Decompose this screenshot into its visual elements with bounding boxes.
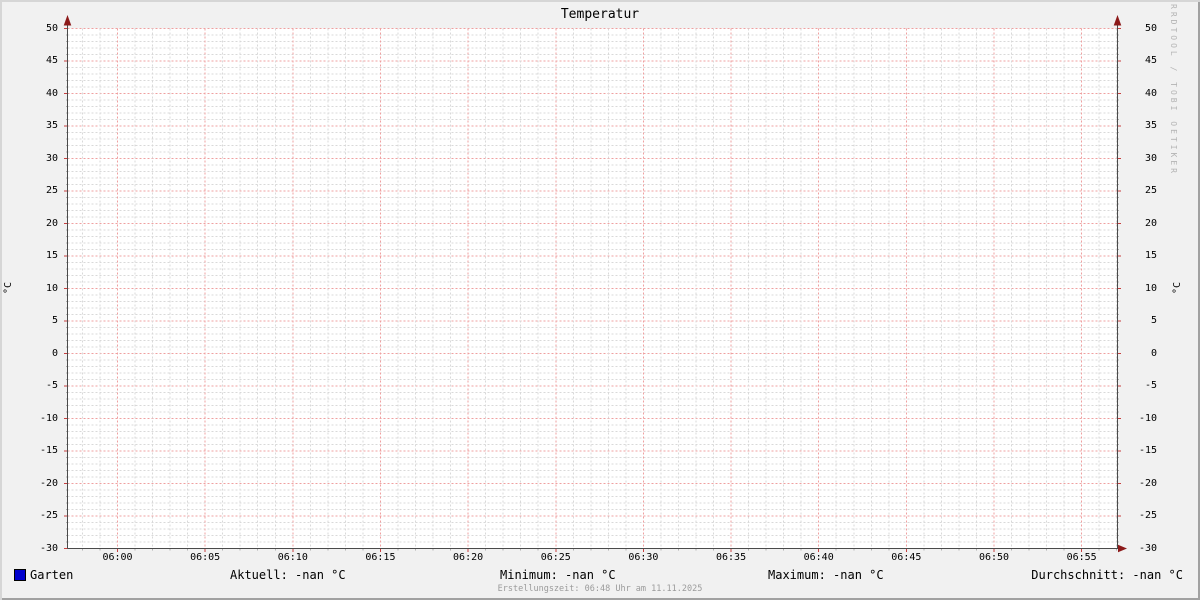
x-tick-label: 06:50 bbox=[978, 552, 1010, 563]
y-tick-label-left: -30 bbox=[39, 542, 58, 554]
y-axis-unit-left: °C bbox=[3, 281, 14, 295]
y-tick-label-right: -20 bbox=[1138, 477, 1157, 489]
y-tick-label-right: 40 bbox=[1144, 87, 1157, 99]
y-tick-label-left: 50 bbox=[45, 22, 58, 34]
y-tick-label-left: -20 bbox=[39, 477, 58, 489]
stat-minimum: Minimum: -nan °C bbox=[500, 568, 616, 582]
legend-swatch-garten bbox=[14, 569, 26, 581]
y-tick-label-left: -15 bbox=[39, 445, 58, 456]
x-tick-label: 06:15 bbox=[365, 552, 396, 563]
y-tick-label-left: 20 bbox=[45, 217, 58, 229]
y-tick-label-left: 25 bbox=[45, 185, 58, 196]
y-tick-label-left: 40 bbox=[45, 87, 58, 99]
rrdtool-watermark: RRDTOOL / TOBI OETIKER bbox=[1169, 4, 1178, 176]
y-tick-label-right: 30 bbox=[1144, 152, 1157, 164]
x-tick-label: 06:55 bbox=[1066, 552, 1097, 563]
legend-label-garten: Garten bbox=[30, 568, 74, 582]
y-tick-label-left: 15 bbox=[45, 250, 58, 261]
y-tick-label-left: 30 bbox=[45, 152, 58, 164]
y-tick-label-right: -10 bbox=[1138, 412, 1157, 424]
y-tick-label-right: -5 bbox=[1144, 380, 1157, 391]
x-tick-label: 06:20 bbox=[453, 552, 484, 563]
x-tick-label: 06:45 bbox=[891, 552, 922, 563]
stat-aktuell: Aktuell: -nan °C bbox=[230, 568, 346, 582]
creation-timestamp: Erstellungszeit: 06:48 Uhr am 11.11.2025 bbox=[497, 584, 703, 594]
y-tick-label-left: -25 bbox=[39, 510, 58, 521]
y-tick-label-left: -10 bbox=[39, 412, 58, 424]
y-tick-label-right: 0 bbox=[1150, 347, 1157, 359]
x-tick-label: 06:00 bbox=[102, 552, 133, 563]
x-tick-label: 06:35 bbox=[715, 552, 747, 563]
y-tick-label-right: 35 bbox=[1144, 120, 1157, 131]
x-tick-label: 06:40 bbox=[803, 552, 834, 563]
y-tick-label-right: 5 bbox=[1150, 315, 1157, 326]
y-tick-label-right: 10 bbox=[1144, 282, 1157, 294]
y-tick-label-right: 25 bbox=[1144, 185, 1157, 196]
y-tick-label-left: 5 bbox=[51, 315, 58, 326]
y-tick-label-right: 15 bbox=[1144, 250, 1157, 261]
x-tick-label: 06:30 bbox=[628, 552, 659, 563]
y-tick-label-right: 50 bbox=[1144, 22, 1157, 34]
x-tick-label: 06:25 bbox=[540, 552, 571, 563]
stat-maximum: Maximum: -nan °C bbox=[768, 568, 884, 582]
y-tick-label-right: -30 bbox=[1138, 542, 1157, 554]
y-tick-label-left: 45 bbox=[45, 55, 58, 66]
x-tick-label: 06:10 bbox=[277, 552, 308, 563]
stat-durchschnitt: Durchschnitt: -nan °C bbox=[1031, 568, 1183, 582]
y-tick-label-left: 35 bbox=[45, 120, 58, 131]
y-tick-label-right: 20 bbox=[1144, 217, 1157, 229]
y-axis-unit-right: °C bbox=[1172, 281, 1183, 295]
y-tick-label-left: -5 bbox=[45, 380, 58, 391]
y-tick-label-right: 45 bbox=[1144, 55, 1157, 66]
y-tick-label-left: 10 bbox=[45, 282, 58, 294]
y-tick-label-left: 0 bbox=[51, 347, 58, 359]
x-tick-label: 06:05 bbox=[190, 552, 221, 563]
chart-title: Temperatur bbox=[560, 7, 640, 22]
y-tick-label-right: -25 bbox=[1138, 510, 1157, 521]
y-tick-label-right: -15 bbox=[1138, 445, 1157, 456]
